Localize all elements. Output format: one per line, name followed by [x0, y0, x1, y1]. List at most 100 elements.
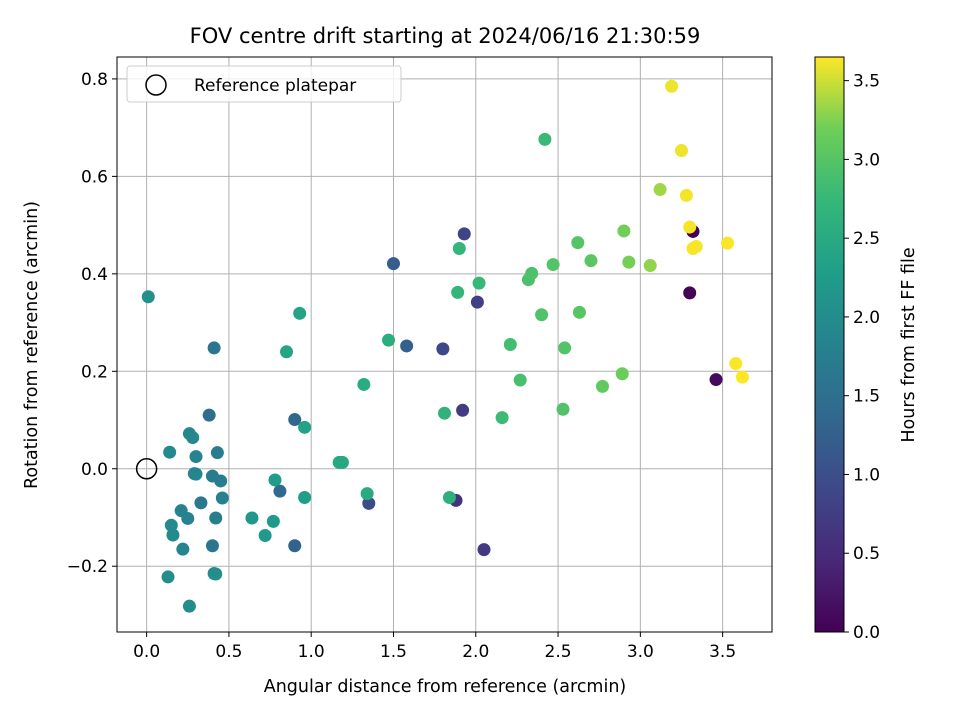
colorbar: 0.0 0.5 1.0 1.5 2.0 2.5 3.0 3.5 Hours from firs… — [814, 56, 919, 643]
plot-frame — [116, 56, 773, 633]
data-point — [457, 227, 471, 241]
data-point — [538, 132, 552, 146]
x-tick-label: 0.5 — [215, 642, 242, 662]
data-point — [163, 445, 177, 459]
reference-marker-layer — [135, 458, 158, 480]
x-tick-label: 3.0 — [627, 642, 654, 662]
data-point — [556, 402, 570, 416]
chart-title: FOV centre drift starting at 2024/06/16 … — [190, 24, 701, 48]
data-point — [615, 367, 629, 381]
data-point — [298, 491, 312, 505]
data-point — [298, 420, 312, 434]
data-point — [503, 338, 517, 351]
data-point — [617, 224, 631, 238]
data-point — [280, 345, 294, 359]
colorbar-label: Hours from first FF file — [899, 247, 919, 442]
data-point — [729, 357, 743, 371]
colorbar-tick-label: 3.0 — [853, 150, 880, 170]
data-point — [436, 342, 450, 356]
colorbar-tick-label: 2.0 — [853, 308, 880, 328]
grid-lines — [117, 57, 772, 632]
data-point — [709, 373, 723, 387]
data-point — [470, 295, 484, 309]
data-point — [161, 570, 175, 584]
data-point — [452, 242, 466, 256]
colorbar-tick-label: 2.5 — [853, 229, 880, 249]
colorbar-tick-label: 3.5 — [853, 72, 880, 92]
data-point — [174, 504, 188, 518]
data-point — [495, 411, 509, 425]
data-point — [189, 467, 203, 481]
data-point — [268, 473, 282, 487]
colorbar-ticks: 0.0 0.5 1.0 1.5 2.0 2.5 3.0 3.5 — [844, 72, 880, 643]
data-point — [202, 408, 216, 422]
data-point — [209, 567, 223, 581]
x-tick-label: 2.0 — [462, 642, 489, 662]
data-point — [525, 266, 539, 280]
data-point — [214, 474, 228, 488]
data-point — [186, 431, 200, 445]
data-point — [572, 305, 586, 319]
data-point — [571, 236, 585, 250]
colorbar-tick-label: 1.0 — [853, 465, 880, 485]
data-point — [558, 341, 572, 355]
reference-platepar-marker — [135, 458, 158, 480]
data-point — [665, 79, 679, 93]
colorbar-tick-label: 0.5 — [853, 544, 880, 564]
x-tick-label: 0.0 — [133, 642, 160, 662]
data-point — [273, 484, 287, 498]
data-point — [205, 539, 219, 553]
x-tick-label: 2.5 — [545, 642, 572, 662]
data-point — [362, 496, 376, 510]
plot-area — [116, 56, 773, 633]
data-point — [689, 240, 703, 254]
data-point — [622, 255, 636, 269]
data-point — [438, 406, 451, 420]
x-axis: 0.0 0.5 1.0 1.5 2.0 2.5 3.0 3.5 — [133, 632, 736, 662]
data-point — [721, 236, 735, 250]
data-point — [176, 542, 190, 556]
data-point — [166, 528, 180, 542]
data-point — [288, 539, 302, 553]
data-point — [653, 183, 667, 197]
y-tick-label: 0.8 — [81, 70, 108, 90]
scatter-points — [141, 79, 749, 613]
data-point — [679, 188, 693, 202]
legend-open-circle-icon — [145, 74, 167, 96]
data-point — [584, 254, 598, 268]
data-point — [513, 373, 527, 387]
y-tick-label: 0.6 — [81, 167, 108, 187]
legend: Reference platepar — [126, 65, 402, 103]
data-point — [194, 496, 208, 510]
x-tick-label: 1.5 — [380, 642, 407, 662]
data-point — [477, 543, 491, 557]
colorbar-gradient — [814, 56, 845, 633]
data-point — [335, 455, 349, 469]
legend-box — [126, 65, 402, 103]
x-axis-label: Angular distance from reference (arcmin) — [264, 677, 627, 697]
data-point — [258, 529, 272, 543]
data-point — [210, 446, 224, 460]
data-point — [683, 220, 697, 234]
data-point — [546, 258, 560, 272]
data-point — [215, 491, 229, 505]
colorbar-tick-label: 0.0 — [853, 623, 880, 643]
data-point — [400, 339, 414, 353]
y-tick-label: −0.2 — [67, 557, 108, 577]
data-point — [245, 511, 259, 525]
y-axis-label: Rotation from reference (arcmin) — [22, 201, 42, 489]
data-point — [382, 333, 396, 347]
data-point — [535, 308, 549, 322]
data-point — [288, 413, 302, 427]
data-point — [209, 511, 223, 525]
y-tick-label: 0.0 — [81, 460, 108, 480]
data-point — [357, 377, 371, 391]
data-point — [643, 259, 657, 273]
data-point — [386, 257, 400, 271]
data-point — [182, 599, 196, 613]
data-point — [141, 290, 155, 304]
data-point — [451, 285, 465, 299]
colorbar-tick-label: 1.5 — [853, 387, 880, 407]
data-point — [293, 306, 307, 320]
